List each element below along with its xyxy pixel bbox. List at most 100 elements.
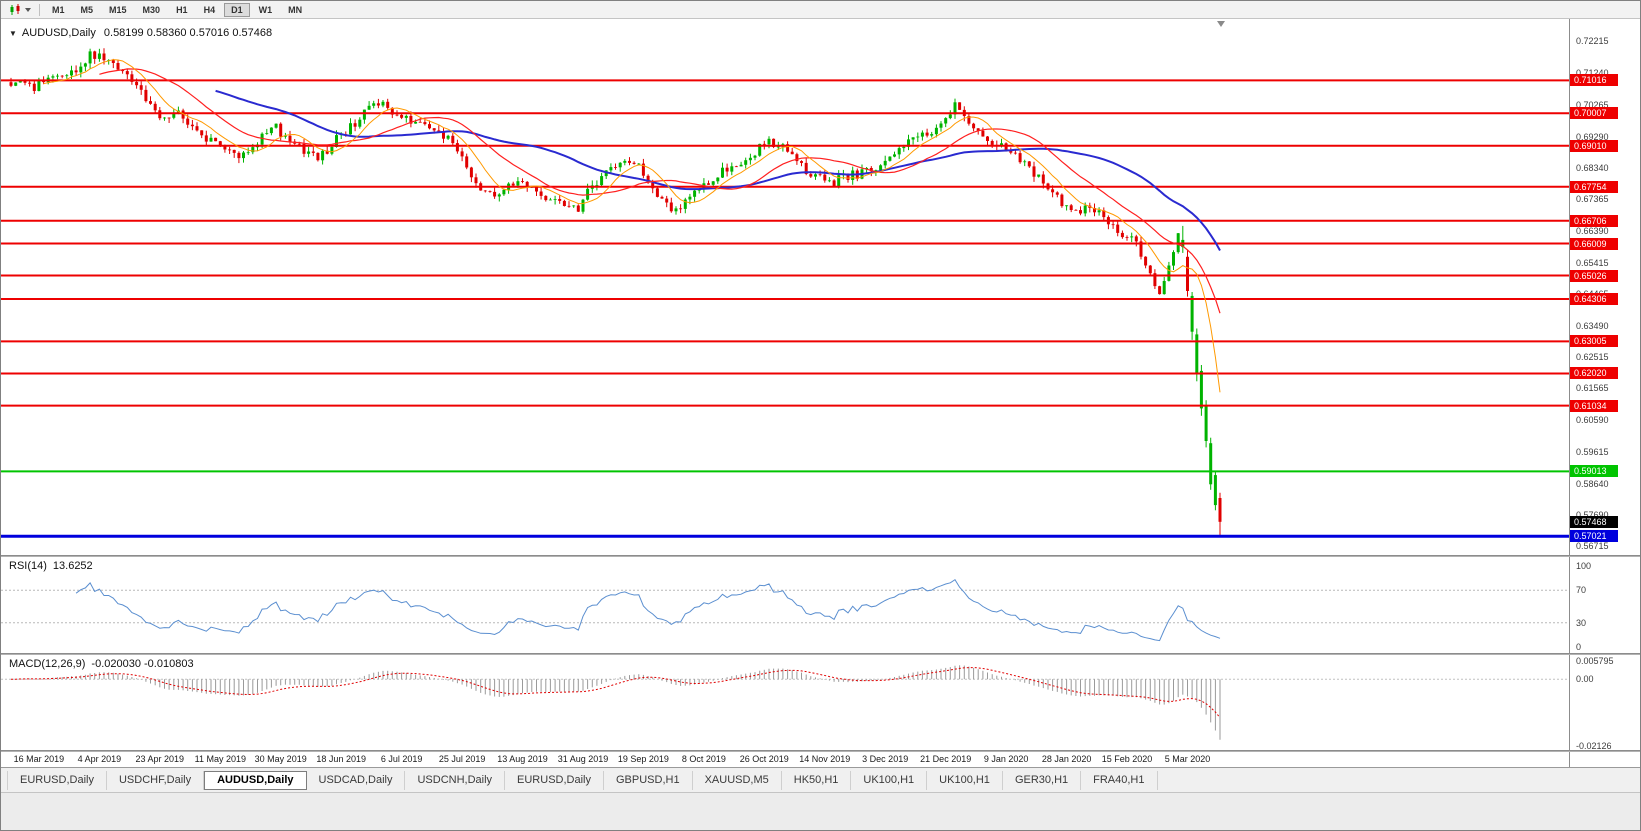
- status-bar: [1, 792, 1640, 830]
- timeframe-m1[interactable]: M1: [52, 4, 65, 15]
- svg-text:3 Dec 2019: 3 Dec 2019: [862, 754, 908, 764]
- rsi-value: 13.6252: [52, 560, 93, 572]
- svg-text:28 Jan 2020: 28 Jan 2020: [1042, 754, 1092, 764]
- resistance-price-badge: 0.66009: [1570, 238, 1618, 250]
- support-price-badge-blue: 0.57021: [1570, 530, 1618, 542]
- timeframe-m30[interactable]: M30: [142, 4, 161, 15]
- timeframe-toolbar: M1 M5 M15 M30 H1 H4 D1 W1 MN: [1, 1, 1640, 19]
- svg-text:18 Jun 2019: 18 Jun 2019: [316, 754, 366, 764]
- tab-usdchf-daily[interactable]: USDCHF,Daily: [107, 770, 205, 790]
- resistance-price-badge: 0.71016: [1570, 74, 1618, 86]
- svg-text:30 May 2019: 30 May 2019: [255, 754, 307, 764]
- tab-xauusd-m5[interactable]: XAUUSD,M5: [693, 770, 782, 790]
- moving-averages-layer: [43, 59, 1221, 393]
- chart-tabs-bar: EURUSD,Daily USDCHF,Daily AUDUSD,Daily USDC…: [1, 767, 1640, 792]
- price-axis-label: 0.69290: [1576, 132, 1609, 142]
- timeframe-d1[interactable]: D1: [224, 2, 250, 17]
- tab-usdcnh-daily[interactable]: USDCNH,Daily: [405, 770, 506, 790]
- svg-text:19 Sep 2019: 19 Sep 2019: [618, 754, 669, 764]
- timeframe-mn[interactable]: MN: [288, 4, 303, 15]
- panel-splitter-macd[interactable]: [1, 653, 1640, 655]
- tab-hk50-h1[interactable]: HK50,H1: [782, 770, 852, 790]
- price-axis-label: 0.70265: [1576, 100, 1609, 110]
- rsi-indicator-label: RSI(14) 13.6252: [9, 560, 93, 572]
- ohlc-values: 0.58199 0.58360 0.57016 0.57468: [103, 27, 273, 39]
- svg-text:5 Mar 2020: 5 Mar 2020: [1165, 754, 1211, 764]
- resistance-price-badge: 0.63005: [1570, 335, 1618, 347]
- tab-gbpusd-h1[interactable]: GBPUSD,H1: [604, 770, 693, 790]
- tab-ger30-h1[interactable]: GER30,H1: [1003, 770, 1082, 790]
- macd-indicator-label: MACD(12,26,9) -0.020030 -0.010803: [9, 658, 194, 670]
- tab-uk100-h1[interactable]: UK100,H1: [927, 770, 1003, 790]
- price-axis-label: 0.58640: [1576, 479, 1609, 489]
- chart-area[interactable]: 16 Mar 2019 4 Apr 2019 23 Apr 2019 11 May 2…: [1, 19, 1640, 767]
- support-price-badge-green: 0.59013: [1570, 465, 1618, 477]
- price-axis-label: 0.61565: [1576, 383, 1609, 393]
- price-scale[interactable]: 0.72215 0.71240 0.70265 0.69290 0.68340 0.673…: [1569, 19, 1640, 767]
- price-axis-label: 0.66390: [1576, 226, 1609, 236]
- price-axis-label: 0.63490: [1576, 321, 1609, 331]
- time-axis-labels: 16 Mar 2019 4 Apr 2019 23 Apr 2019 11 May 2…: [14, 754, 1211, 764]
- price-axis-label: 0.56715: [1576, 541, 1609, 551]
- resistance-price-badge: 0.70007: [1570, 107, 1618, 119]
- level-lines-layer[interactable]: [1, 79, 1569, 538]
- timeframe-m15[interactable]: M15: [109, 4, 127, 15]
- svg-text:16 Mar 2019: 16 Mar 2019: [14, 754, 65, 764]
- svg-text:15 Feb 2020: 15 Feb 2020: [1102, 754, 1153, 764]
- svg-text:25 Jul 2019: 25 Jul 2019: [439, 754, 486, 764]
- panel-splitter-rsi[interactable]: [1, 555, 1640, 557]
- resistance-price-badge: 0.66706: [1570, 215, 1618, 227]
- tab-eurusd-daily[interactable]: EURUSD,Daily: [7, 770, 107, 790]
- rsi-axis-label: 0: [1576, 642, 1582, 652]
- timeframe-w1[interactable]: W1: [258, 4, 273, 15]
- svg-text:26 Oct 2019: 26 Oct 2019: [740, 754, 789, 764]
- macd-panel: [1, 665, 1569, 740]
- svg-text:23 Apr 2019: 23 Apr 2019: [136, 754, 185, 764]
- chart-type-icon[interactable]: [5, 2, 35, 18]
- resistance-price-badge: 0.67754: [1570, 181, 1618, 193]
- resistance-price-badge: 0.62020: [1570, 367, 1618, 379]
- timeframe-buttons: M1 M5 M15 M30 H1 H4 D1 W1 MN: [44, 2, 310, 17]
- tab-eurusd-daily[interactable]: EURUSD,Daily: [505, 770, 604, 790]
- chart-shift-marker[interactable]: [1217, 21, 1225, 27]
- rsi-axis-label: 70: [1576, 585, 1587, 595]
- rsi-panel: [1, 578, 1569, 642]
- svg-text:6 Jul 2019: 6 Jul 2019: [381, 754, 423, 764]
- tab-fra40-h1[interactable]: FRA40,H1: [1081, 770, 1158, 790]
- resistance-price-badge: 0.69010: [1570, 140, 1618, 152]
- timeframe-m5[interactable]: M5: [80, 4, 94, 15]
- timeframe-h1[interactable]: H1: [176, 4, 188, 15]
- tab-uk100-h1[interactable]: UK100,H1: [851, 770, 928, 790]
- price-chart-svg[interactable]: 16 Mar 2019 4 Apr 2019 23 Apr 2019 11 May 2…: [1, 19, 1569, 767]
- rsi-axis-label: 100: [1576, 561, 1592, 571]
- price-axis-label: 0.67365: [1576, 194, 1609, 204]
- tab-usdcad-daily[interactable]: USDCAD,Daily: [307, 770, 406, 790]
- svg-text:11 May 2019: 11 May 2019: [195, 754, 246, 764]
- price-axis-label: 0.72215: [1576, 36, 1609, 46]
- candles-layer: [9, 48, 1222, 537]
- symbol-period-label: AUDUSD,Daily: [21, 27, 96, 39]
- macd-axis-label: -0.02126: [1576, 741, 1612, 751]
- time-axis-separator: [1, 750, 1640, 752]
- price-axis-label: 0.71240: [1576, 68, 1609, 78]
- svg-text:4 Apr 2019: 4 Apr 2019: [78, 754, 122, 764]
- price-axis-label: 0.65415: [1576, 258, 1609, 268]
- price-axis-label: 0.57690: [1576, 510, 1609, 520]
- timeframe-h4[interactable]: H4: [203, 4, 216, 15]
- resistance-price-badge: 0.65026: [1570, 270, 1618, 282]
- svg-text:13 Aug 2019: 13 Aug 2019: [497, 754, 548, 764]
- toolbar-separator: [39, 3, 40, 16]
- svg-text:8 Oct 2019: 8 Oct 2019: [682, 754, 726, 764]
- resistance-price-badge: 0.61034: [1570, 400, 1618, 412]
- chevron-down-icon: [25, 7, 31, 12]
- svg-text:9 Jan 2020: 9 Jan 2020: [984, 754, 1029, 764]
- resistance-price-badge: 0.64306: [1570, 293, 1618, 305]
- collapse-triangle-icon[interactable]: ▼: [9, 29, 17, 38]
- tab-audusd-daily[interactable]: AUDUSD,Daily: [204, 770, 307, 790]
- chart-tabs: EURUSD,Daily USDCHF,Daily AUDUSD,Daily USDC…: [7, 770, 1158, 790]
- price-axis-label: 0.62515: [1576, 352, 1609, 362]
- price-axis-label: 0.59615: [1576, 447, 1609, 457]
- svg-text:14 Nov 2019: 14 Nov 2019: [799, 754, 850, 764]
- price-axis-label: 0.68340: [1576, 163, 1609, 173]
